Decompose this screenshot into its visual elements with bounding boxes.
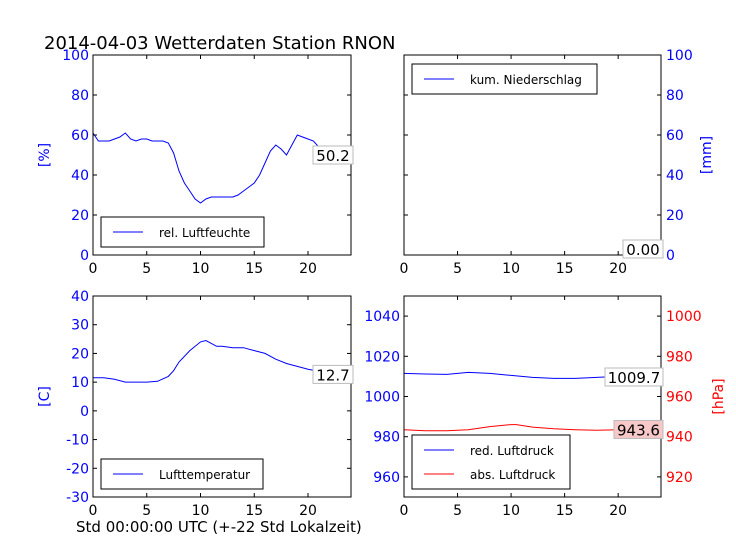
y-tick-label-temperature: 0 (80, 404, 89, 420)
panel-pressure: 0 5 10 15 20 960 980 1000 1020 1040 920 940 960 980 10… (364, 295, 727, 519)
y-tick-label-humidity: 80 (71, 88, 89, 104)
y-tick-label-humidity: 20 (71, 208, 89, 224)
x-tick-label-precip: 20 (609, 261, 627, 277)
y-tick-label-temperature: -20 (66, 461, 89, 477)
y-axis-label-pressure: [hPa] (711, 378, 727, 414)
end-label-box-pressure (613, 419, 664, 439)
x-tick-label-humidity: 5 (142, 261, 151, 277)
y-tick-label-precip: 40 (666, 168, 684, 184)
x-tick-label-temperature: 0 (89, 503, 98, 519)
y-tick-label-precip: 80 (666, 88, 684, 104)
y-tick-label-temperature: -10 (66, 433, 89, 449)
y-tick-label-precip: 100 (666, 48, 693, 64)
y2-tick-label-pressure: 920 (666, 470, 693, 486)
x-tick-label-precip: 10 (502, 261, 520, 277)
y-tick-label-temperature: -30 (66, 490, 89, 506)
end-value-label-pressure: 1009.7 (608, 369, 661, 387)
end-value-label-temperature: 12.7 (316, 366, 349, 384)
y-tick-label-pressure: 1020 (364, 349, 400, 365)
x-tick-label-temperature: 5 (142, 503, 151, 519)
y2-tick-label-pressure: 1000 (666, 309, 702, 325)
x-tick-label-precip: 5 (453, 261, 462, 277)
y-tick-label-temperature: 10 (71, 375, 89, 391)
x-tick-label-temperature: 15 (245, 503, 263, 519)
panel-humidity: 0 5 10 15 20 0 20 40 60 80 100 [%] rel. Luftfeuchte 5… (37, 48, 354, 277)
y-tick-label-pressure: 1000 (364, 390, 400, 406)
y-tick-label-precip: 0 (666, 248, 675, 264)
y-tick-label-precip: 60 (666, 128, 684, 144)
end-label-box-temperature (312, 364, 354, 384)
axes-frame-temperature (92, 295, 352, 498)
x-tick-label-humidity: 15 (245, 261, 263, 277)
x-axis-label: Std 00:00:00 UTC (+-22 Std Lokalzeit) (76, 518, 362, 536)
y-tick-label-pressure: 960 (373, 470, 400, 486)
legend-box-pressure (411, 434, 571, 490)
x-tick-label-precip: 0 (400, 261, 409, 277)
x-tick-label-pressure: 15 (556, 503, 574, 519)
panel-temperature: 0 5 10 15 20 -30 -20 -10 0 10 20 30 40 [C] Lufttempera… (37, 289, 354, 519)
y-tick-label-temperature: 30 (71, 318, 89, 334)
x-tick-label-pressure: 0 (400, 503, 409, 519)
y-tick-label-humidity: 100 (62, 48, 89, 64)
legend-entry-precip: kum. Niederschlag (470, 73, 582, 87)
end-label-box-humidity (312, 145, 354, 165)
chart-title: 2014-04-03 Wetterdaten Station RNON (44, 33, 395, 54)
x-tick-label-humidity: 20 (299, 261, 317, 277)
series-line-temperature-0 (93, 339, 352, 383)
legend-entry-temperature: Lufttemperatur (159, 468, 250, 482)
panel-precip: 0 5 10 15 20 0 20 40 60 80 100 [mm] kum. Niederschla… (400, 48, 715, 277)
legend-entry-humidity: rel. Luftfeuchte (159, 226, 250, 240)
x-tick-label-pressure: 20 (609, 503, 627, 519)
y-tick-label-temperature: 20 (71, 346, 89, 362)
x-tick-label-pressure: 5 (453, 503, 462, 519)
y-axis-label-humidity: [%] (37, 143, 53, 167)
y-axis-label-precip: [mm] (699, 136, 715, 174)
x-tick-label-temperature: 10 (192, 503, 210, 519)
end-label-box-precip (622, 239, 664, 259)
y-axis-label-temperature: [C] (37, 386, 53, 407)
axes-frame-precip (403, 54, 662, 256)
y-tick-label-temperature: 40 (71, 289, 89, 305)
end-value-label-pressure: 943.6 (617, 421, 660, 439)
y-tick-label-pressure: 980 (373, 430, 400, 446)
y2-tick-label-pressure: 980 (666, 349, 693, 365)
y-tick-label-precip: 20 (666, 208, 684, 224)
x-tick-label-pressure: 10 (502, 503, 520, 519)
x-tick-label-precip: 15 (556, 261, 574, 277)
end-value-label-humidity: 50.2 (316, 147, 349, 165)
y-tick-label-humidity: 60 (71, 128, 89, 144)
legend-entry-pressure: abs. Luftdruck (470, 468, 555, 482)
y-tick-label-humidity: 40 (71, 168, 89, 184)
x-tick-label-humidity: 10 (192, 261, 210, 277)
end-label-box-pressure (604, 367, 664, 387)
x-tick-label-humidity: 0 (89, 261, 98, 277)
series-line-humidity-0 (92, 132, 351, 204)
end-value-label-precip: 0.00 (626, 241, 659, 259)
legend-entry-pressure: red. Luftdruck (470, 444, 554, 458)
y2-tick-label-pressure: 940 (666, 430, 693, 446)
y-tick-label-pressure: 1040 (364, 309, 400, 325)
y-tick-label-humidity: 0 (80, 248, 89, 264)
x-tick-label-temperature: 20 (299, 503, 317, 519)
y2-tick-label-pressure: 960 (666, 390, 693, 406)
